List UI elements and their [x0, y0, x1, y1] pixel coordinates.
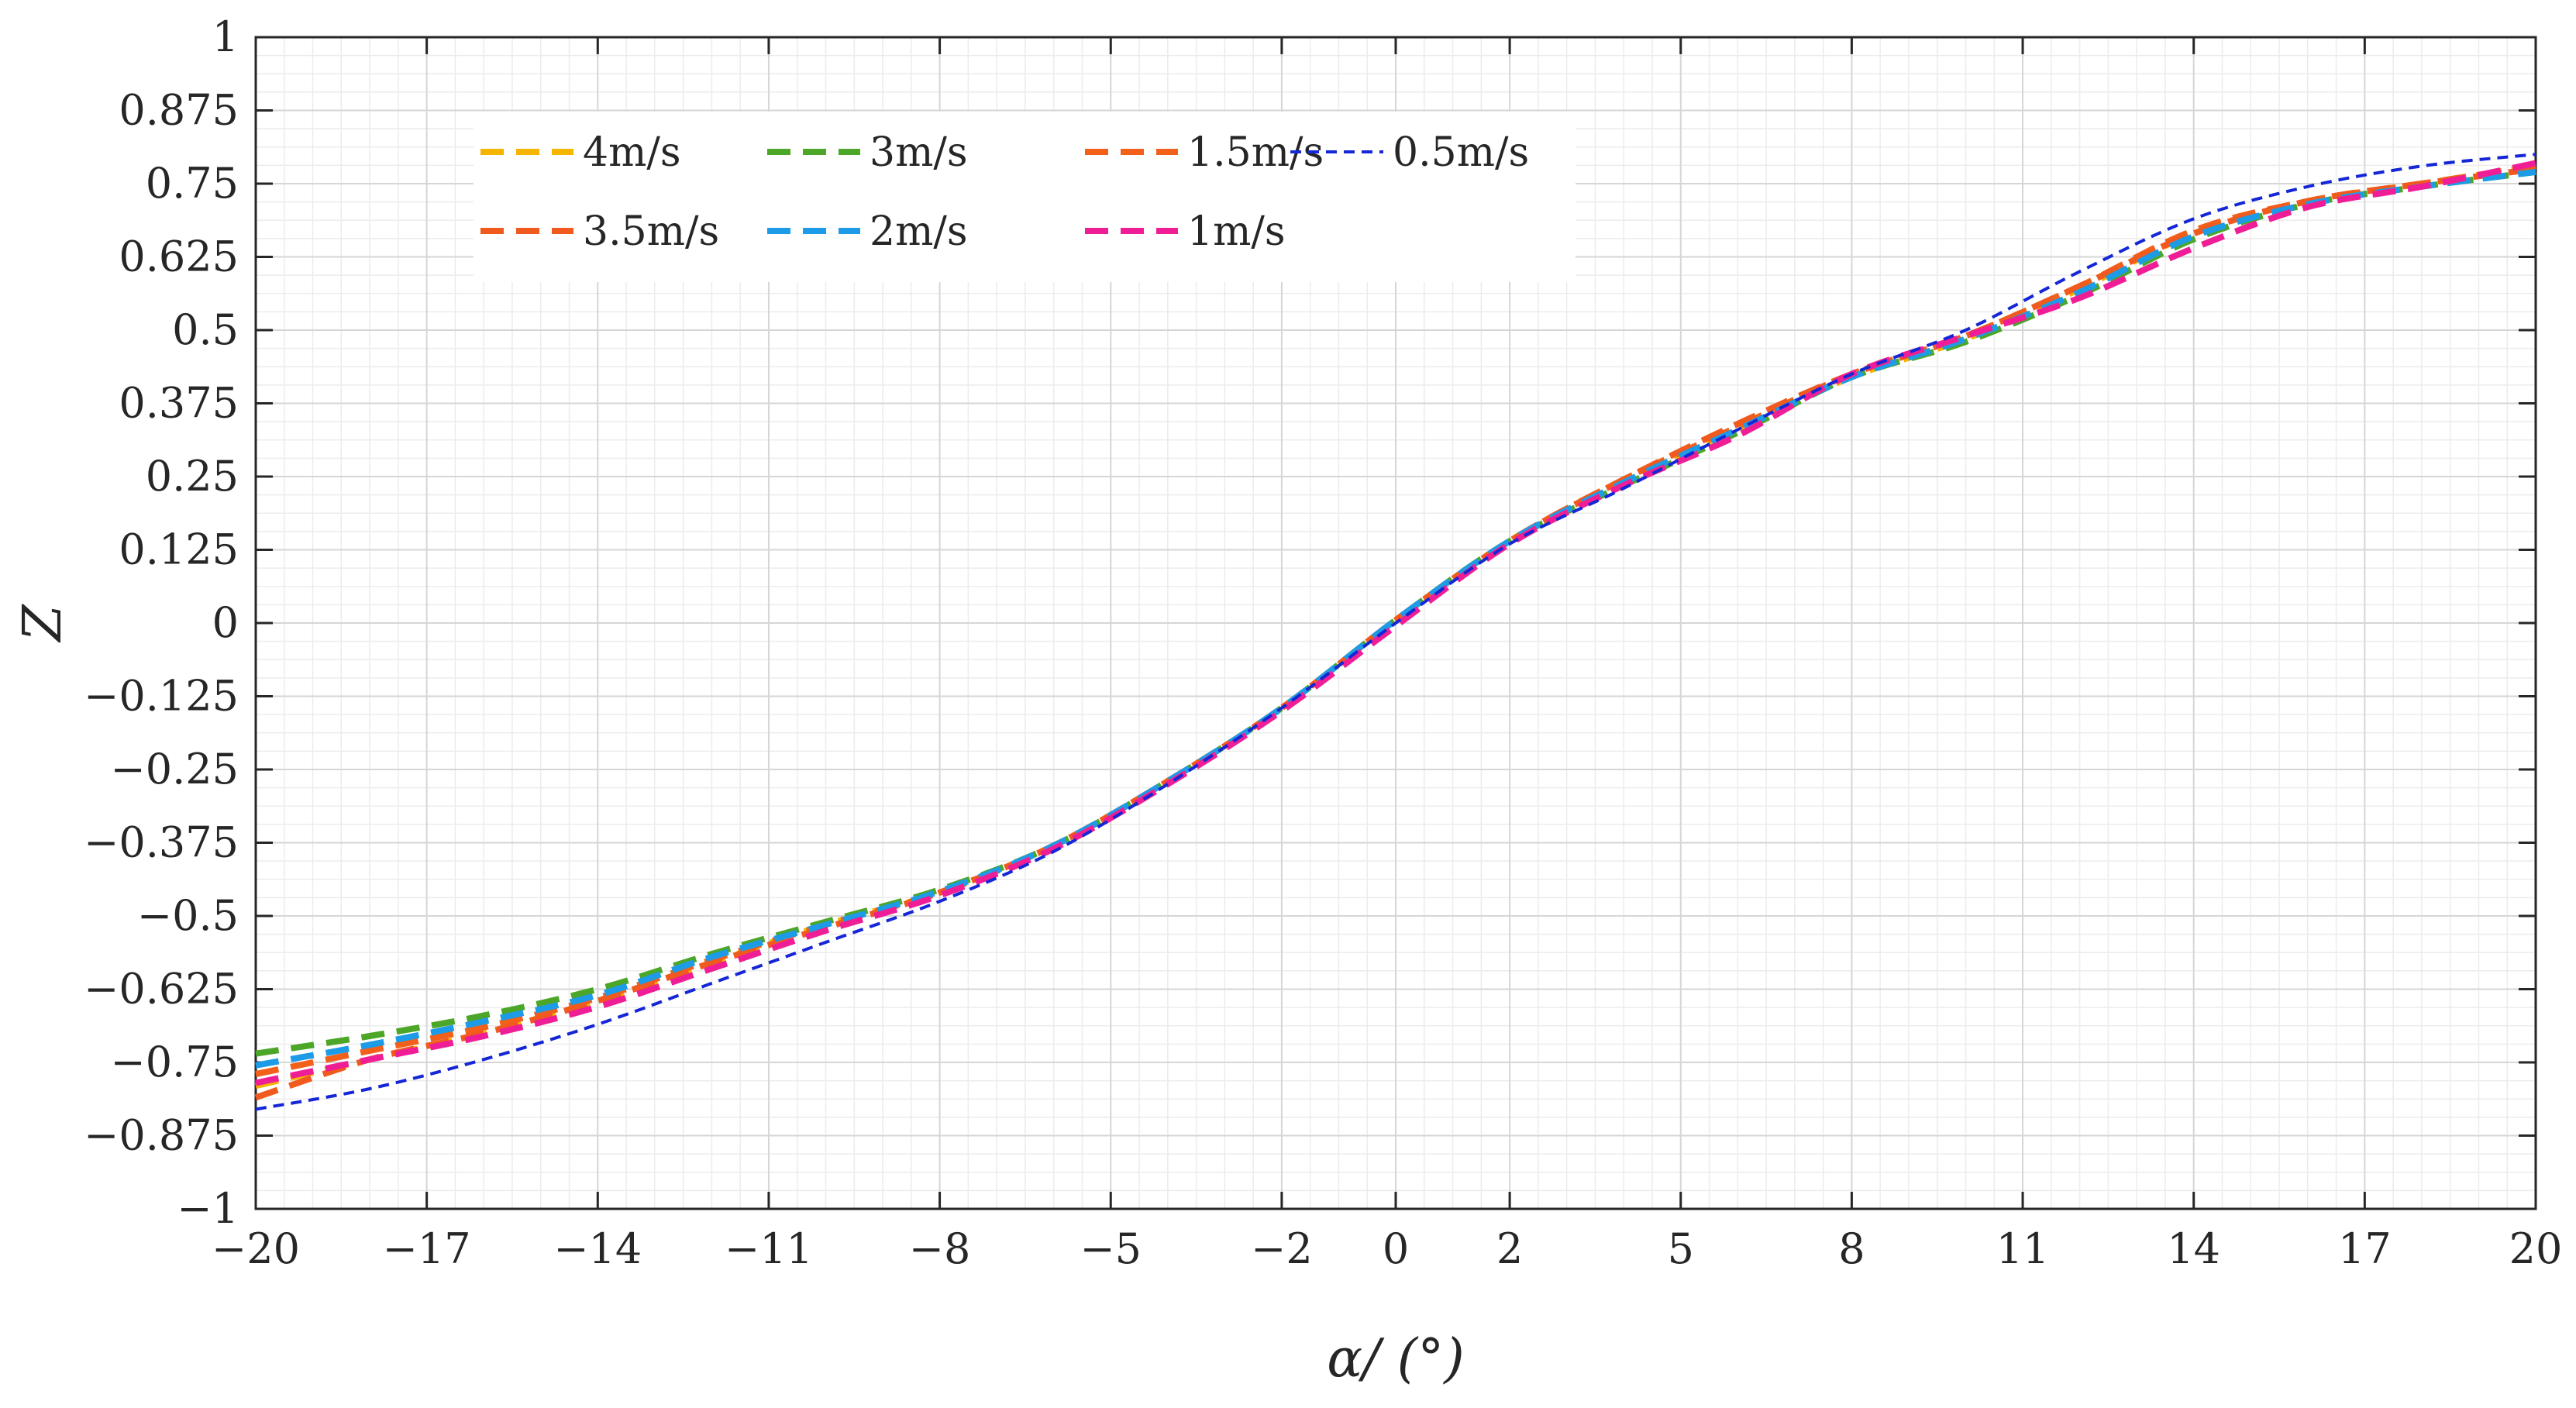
- y-tick-label: 0.5: [172, 305, 239, 354]
- y-tick-label: 0.375: [119, 379, 239, 428]
- legend-label: 4m/s: [583, 129, 681, 176]
- x-tick-label: 11: [1996, 1224, 2050, 1273]
- legend-label: 3m/s: [870, 129, 968, 176]
- x-tick-label: 8: [1838, 1224, 1865, 1273]
- y-tick-label: 0.125: [119, 525, 239, 574]
- x-tick-label: 14: [2167, 1224, 2220, 1273]
- x-tick-label: −17: [383, 1224, 471, 1273]
- y-tick-label: −0.875: [84, 1111, 239, 1160]
- x-tick-label: −14: [553, 1224, 642, 1273]
- y-tick-labels: 1 0.875 0.75 0.625 0.5 0.375 0.25 0.125 0 −0.125 −…: [84, 12, 239, 1233]
- x-tick-label: −20: [212, 1224, 300, 1273]
- legend-label: 0.5m/s: [1393, 129, 1529, 176]
- y-tick-label: −1: [177, 1184, 239, 1233]
- y-tick-label: 0.875: [119, 86, 239, 135]
- x-tick-label: 5: [1668, 1224, 1694, 1273]
- y-tick-label: −0.125: [84, 672, 239, 721]
- y-tick-label: 0.625: [119, 232, 239, 281]
- y-axis-title: Z: [12, 604, 74, 643]
- x-axis-title: α/ (°): [1327, 1328, 1465, 1389]
- y-tick-label: 0.75: [146, 159, 239, 208]
- x-tick-labels: −20 −17 −14 −11 −8 −5 −2 0 2 5 8 11 14 17 20: [212, 1224, 2562, 1273]
- legend: 4m/s 3m/s 1.5m/s 0.5m/s 3.5m/s 2m/s 1m/s: [474, 112, 1576, 282]
- series-lines: [254, 153, 2536, 1111]
- y-tick-label: −0.375: [84, 818, 239, 867]
- legend-label: 1m/s: [1187, 208, 1286, 255]
- legend-label: 1.5m/s: [1187, 129, 1324, 176]
- x-tick-label: −11: [725, 1224, 813, 1273]
- y-tick-label: −0.25: [111, 745, 239, 794]
- y-tick-label: −0.625: [84, 965, 239, 1014]
- series-line-3-5m-s: [254, 166, 2536, 1101]
- series-line-1m-s: [255, 160, 2536, 1086]
- legend-label: 3.5m/s: [583, 208, 719, 255]
- x-tick-label: 2: [1496, 1224, 1523, 1273]
- legend-label: 2m/s: [870, 208, 968, 255]
- y-tick-label: −0.75: [111, 1038, 239, 1086]
- axis-ticks: [254, 36, 2537, 1210]
- legend-box: [474, 112, 1576, 282]
- x-tick-label: 17: [2338, 1224, 2392, 1273]
- series-line-0-5m-s: [255, 153, 2536, 1111]
- x-tick-label: 0: [1383, 1224, 1409, 1273]
- y-tick-label: 0: [212, 598, 239, 647]
- x-tick-label: −2: [1251, 1224, 1313, 1273]
- y-tick-label: −0.5: [137, 891, 239, 940]
- y-tick-label: 0.25: [146, 452, 239, 501]
- y-tick-label: 1: [212, 12, 239, 61]
- x-tick-label: 20: [2509, 1224, 2563, 1273]
- x-tick-label: −5: [1080, 1224, 1142, 1273]
- x-tick-label: −8: [909, 1224, 971, 1273]
- series-line-2m-s: [255, 168, 2536, 1069]
